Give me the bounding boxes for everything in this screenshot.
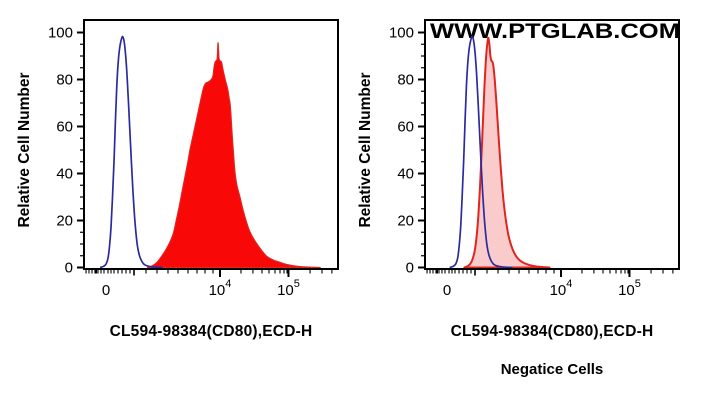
x-axis-tick-label: 104 <box>550 278 573 299</box>
y-axis-tick-label: 60 <box>397 119 414 136</box>
flow-histogram-chart-left: 0 20 40 60 80 100 0 104 105 Relative Cell Number C… <box>16 19 339 340</box>
plot-frame <box>424 19 680 270</box>
y-axis-tick-label: 20 <box>56 213 73 230</box>
flow-panel-left: 0 20 40 60 80 100 0 104 105 Relative Cell Number C… <box>16 19 339 340</box>
curves-group <box>99 35 321 268</box>
y-axis-tick-label: 20 <box>397 213 414 230</box>
y-axis-tick-label: 80 <box>56 72 73 89</box>
x-axis-tick-label: 105 <box>277 278 300 299</box>
series-red-outline-pink-filled-histogram <box>463 36 551 268</box>
y-axis-title: Relative Cell Number <box>357 72 374 227</box>
series-blue-open-histogram <box>449 35 513 268</box>
x-axis-tick-label: 0 <box>102 282 110 299</box>
y-axis-tick-label: 100 <box>48 25 73 42</box>
x-axis-tick-label: 0 <box>443 282 451 299</box>
y-axis-tick-label: 40 <box>397 166 414 183</box>
curves-group <box>449 35 551 268</box>
y-axis-tick-label: 0 <box>406 260 414 277</box>
series-red-filled-histogram <box>146 42 321 268</box>
panel-caption: Negatice Cells <box>501 361 604 378</box>
y-axis-title: Relative Cell Number <box>16 72 33 227</box>
y-axis-tick-label: 60 <box>56 119 73 136</box>
x-axis-title: CL594-98384(CD80),ECD-H <box>110 323 313 340</box>
series-blue-open-histogram <box>99 35 163 268</box>
ptglab-watermark: WWW.PTGLAB.COM <box>430 20 680 43</box>
y-axis-tick-label: 40 <box>56 166 73 183</box>
plot-frame <box>83 19 339 270</box>
y-axis-tick-label: 100 <box>389 25 414 42</box>
x-axis-title: CL594-98384(CD80),ECD-H <box>451 323 654 340</box>
y-axis-tick-label: 80 <box>397 72 414 89</box>
y-axis-tick-label: 0 <box>65 260 73 277</box>
flow-panel-right: WWW.PTGLAB.COM 0 20 40 60 80 100 0 104 105 Relativ… <box>351 0 702 404</box>
x-axis-tick-label: 105 <box>618 278 641 299</box>
flow-histogram-chart-right: WWW.PTGLAB.COM 0 20 40 60 80 100 0 104 105 Relativ… <box>357 19 680 378</box>
x-axis-tick-label: 104 <box>209 278 232 299</box>
